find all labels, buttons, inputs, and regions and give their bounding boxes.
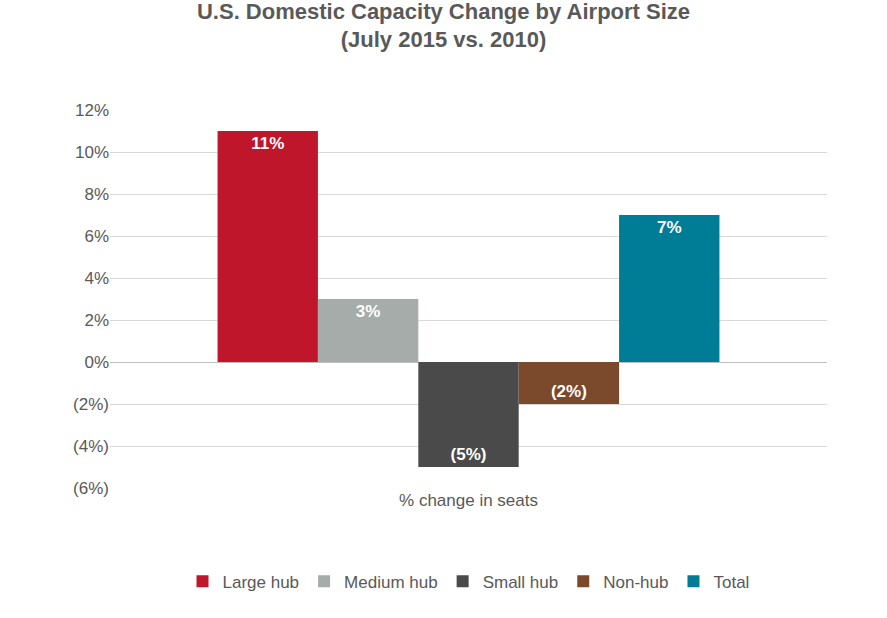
svg-text:(5%): (5%) [451,445,487,464]
svg-text:8%: 8% [84,185,109,204]
svg-text:12%: 12% [75,101,109,120]
svg-text:2%: 2% [84,311,109,330]
svg-text:0%: 0% [84,353,109,372]
svg-text:Non-hub: Non-hub [603,573,668,592]
svg-text:3%: 3% [356,302,381,321]
svg-text:Large hub: Large hub [223,573,300,592]
svg-text:10%: 10% [75,143,109,162]
svg-text:7%: 7% [657,218,682,237]
svg-text:Medium hub: Medium hub [344,573,438,592]
svg-text:6%: 6% [84,227,109,246]
svg-text:(6%): (6%) [73,479,109,498]
svg-text:4%: 4% [84,269,109,288]
svg-text:% change in seats: % change in seats [399,491,538,510]
svg-text:(4%): (4%) [73,437,109,456]
svg-text:11%: 11% [251,134,284,153]
svg-text:Total: Total [713,573,749,592]
svg-text:(2%): (2%) [73,395,109,414]
svg-text:U.S. Domestic Capacity Change: U.S. Domestic Capacity Change by Airport… [197,0,690,52]
svg-text:(2%): (2%) [551,382,587,401]
svg-text:Small hub: Small hub [483,573,559,592]
